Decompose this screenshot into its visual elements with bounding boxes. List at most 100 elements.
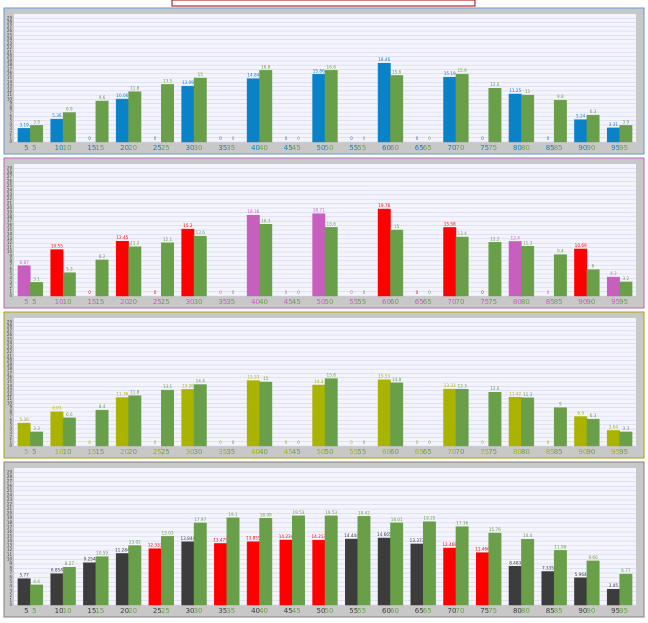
bar <box>574 248 588 297</box>
x-tick-label: 85 <box>554 448 563 456</box>
value-label: 0 <box>232 136 235 141</box>
bar <box>586 269 600 297</box>
x-tick-label: 10 <box>55 298 64 306</box>
bar <box>377 62 391 143</box>
x-tick-label: 30 <box>194 298 203 306</box>
bar <box>50 573 64 606</box>
bar <box>193 522 207 606</box>
value-label: 18.36 <box>247 209 259 214</box>
x-tick-label: 55 <box>349 607 358 615</box>
value-label: 13.6 <box>196 230 206 235</box>
bar <box>390 229 404 297</box>
bar <box>488 242 502 297</box>
bar <box>521 246 535 297</box>
bar <box>17 422 31 447</box>
bar <box>586 114 600 143</box>
x-tick-label: 30 <box>186 607 195 615</box>
y-tick-label: 22 <box>7 502 13 507</box>
bar <box>574 577 588 606</box>
value-label: 3.1 <box>33 276 40 281</box>
x-tick-label: 65 <box>423 298 432 306</box>
y-tick-label: 15 <box>7 379 13 384</box>
y-tick-label: 2 <box>9 130 12 135</box>
x-tick-label: 10 <box>63 607 72 615</box>
bar <box>181 541 195 606</box>
bar <box>312 539 326 606</box>
x-tick-label: 20 <box>128 298 137 306</box>
x-tick-label: 80 <box>521 144 530 152</box>
y-tick-label: 25 <box>7 488 13 493</box>
bar <box>312 384 326 447</box>
bar <box>30 431 44 447</box>
bar <box>508 93 522 143</box>
bar <box>226 517 240 606</box>
bar <box>259 70 273 143</box>
value-label: 4.4 <box>33 579 40 584</box>
y-tick-label: 17 <box>7 524 13 529</box>
x-tick-label: 20 <box>120 607 129 615</box>
value-label: 0 <box>481 136 484 141</box>
y-tick-label: 29 <box>7 470 13 475</box>
y-tick-label: 19 <box>7 515 13 520</box>
y-tick-label: 21 <box>7 506 13 511</box>
x-tick-label: 85 <box>554 298 563 306</box>
value-label: 6.3 <box>590 413 597 418</box>
x-tick-label: 65 <box>415 448 424 456</box>
value-label: 14.3 <box>314 379 324 384</box>
bar <box>508 241 522 297</box>
x-tick-label: 10 <box>63 448 72 456</box>
x-tick-label: 5 <box>32 448 36 456</box>
y-tick-label: 15 <box>7 75 13 80</box>
bar <box>193 77 207 143</box>
x-tick-label: 60 <box>390 144 399 152</box>
y-tick-label: 3 <box>9 430 12 435</box>
value-label: 11.36 <box>116 392 128 397</box>
x-tick-label: 80 <box>513 448 522 456</box>
x-tick-label: 35 <box>226 144 235 152</box>
value-label: 3.19 <box>19 122 29 127</box>
y-tick-label: 25 <box>7 32 13 37</box>
bar <box>181 228 195 297</box>
y-tick-label: 6 <box>9 417 12 422</box>
x-tick-label: 25 <box>153 298 162 306</box>
x-tick-label: 50 <box>325 607 334 615</box>
y-tick-label: 26 <box>7 179 13 184</box>
value-label: 15.33 <box>247 375 259 380</box>
value-label: 19.42 <box>358 510 370 515</box>
y-tick-label: 9 <box>9 561 12 566</box>
bar <box>357 516 371 606</box>
x-tick-label: 35 <box>226 607 235 615</box>
chart-panel: 0123456789101112131415161718192021222324… <box>3 461 645 618</box>
x-tick-label: 25 <box>161 144 170 152</box>
value-label: 15.9 <box>458 68 468 73</box>
value-label: 5.36 <box>19 417 29 422</box>
x-tick-label: 20 <box>128 607 137 615</box>
value-label: 6.854 <box>51 568 63 573</box>
value-label: 9 <box>559 402 562 407</box>
bar <box>541 571 555 606</box>
x-tick-label: 65 <box>415 298 424 306</box>
bar <box>115 240 129 297</box>
y-tick-label: 28 <box>7 474 13 479</box>
x-tick-label: 55 <box>357 144 366 152</box>
x-tick-label: 15 <box>95 448 104 456</box>
x-tick-label: 30 <box>186 298 195 306</box>
value-label: 0 <box>219 290 222 295</box>
y-tick-label: 6 <box>9 575 12 580</box>
x-tick-label: 70 <box>447 298 456 306</box>
y-tick-label: 24 <box>7 341 13 346</box>
value-label: 11.96 <box>554 544 566 549</box>
bar <box>619 573 633 606</box>
x-tick-label: 20 <box>120 298 129 306</box>
x-tick-label: 80 <box>521 298 530 306</box>
x-tick-label: 15 <box>87 448 96 456</box>
value-label: 6.9 <box>577 411 584 416</box>
y-tick-label: 25 <box>7 183 13 188</box>
bar <box>30 584 44 606</box>
value-label: 0 <box>285 136 288 141</box>
bar <box>128 545 142 606</box>
x-tick-label: 35 <box>218 448 227 456</box>
y-tick-label: 17 <box>7 370 13 375</box>
x-tick-label: 30 <box>186 448 195 456</box>
y-tick-label: 19 <box>7 58 13 63</box>
